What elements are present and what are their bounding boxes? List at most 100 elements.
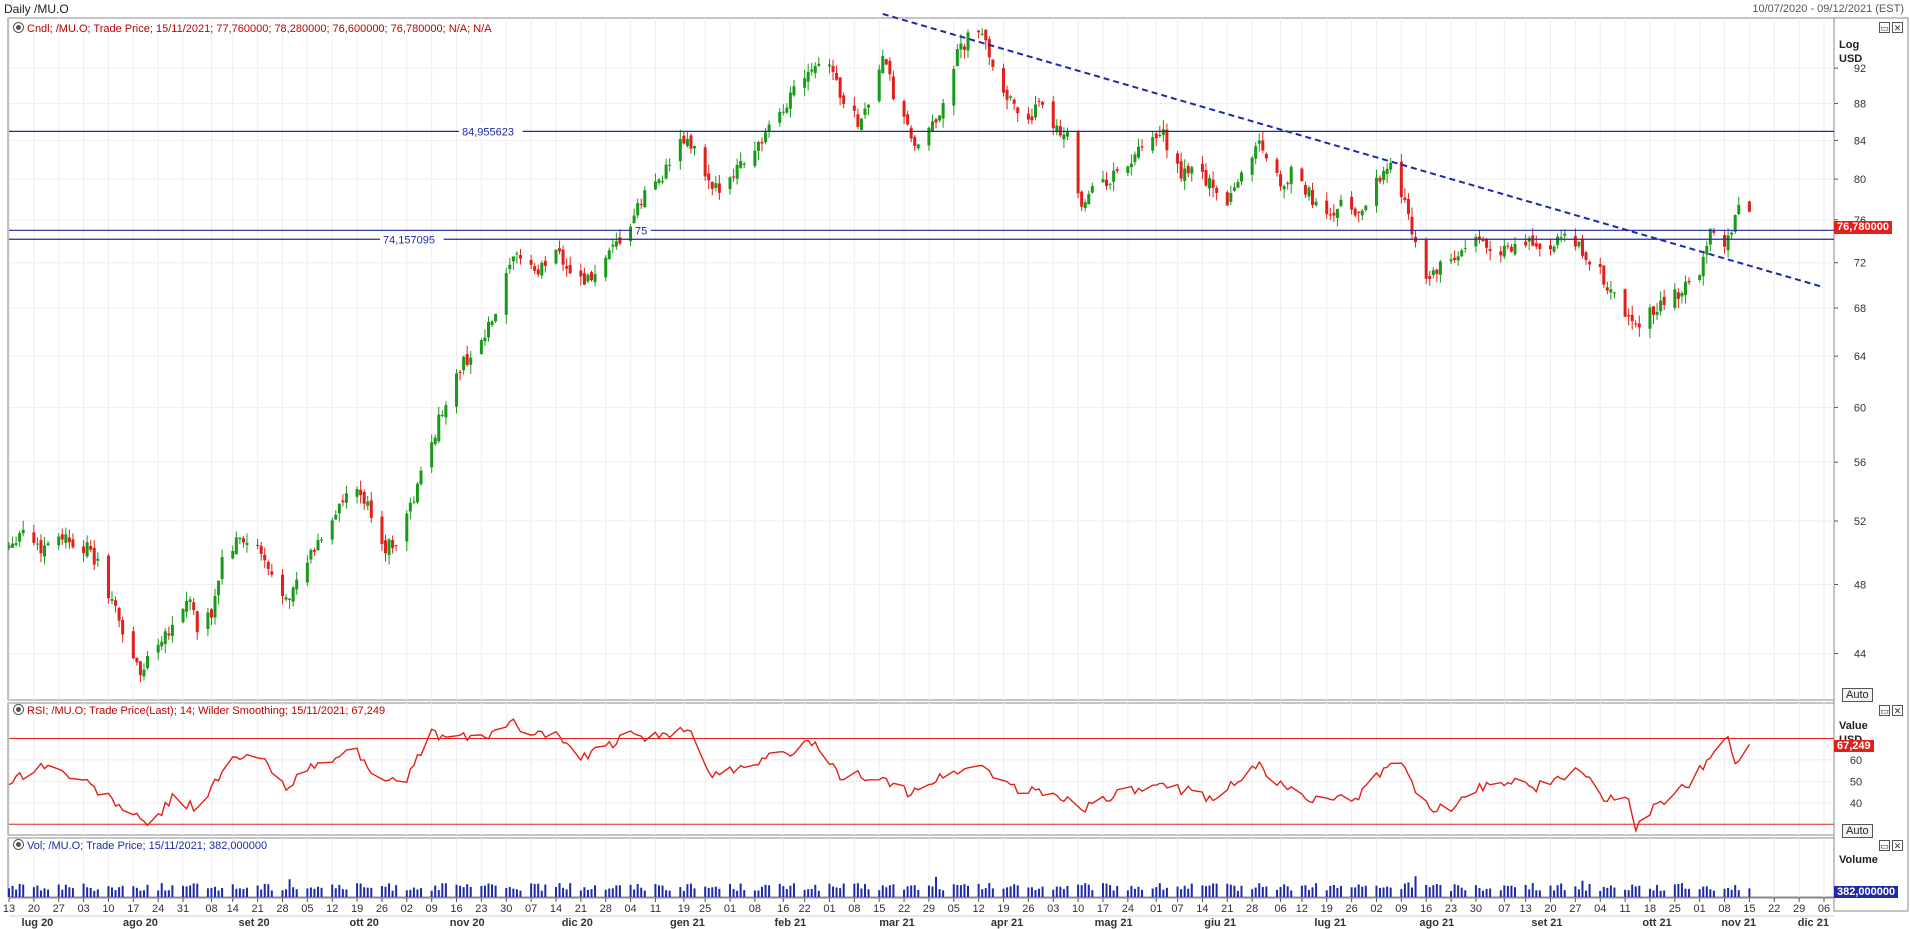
volume-bar — [984, 888, 987, 897]
candle-body — [1389, 162, 1393, 170]
candle-body — [1250, 157, 1254, 175]
volume-bar — [1201, 885, 1204, 897]
candle-body — [1115, 169, 1119, 171]
price-panel-label[interactable]: Cndl; /MU.O; Trade Price; 15/11/2021; 77… — [13, 22, 492, 35]
volume-bar — [462, 887, 465, 897]
candle-body — [1129, 163, 1133, 168]
candle-body — [369, 500, 373, 518]
candle-body — [415, 483, 419, 503]
candle-body — [607, 250, 611, 260]
volume-bar — [1727, 888, 1730, 897]
volume-bar — [68, 887, 71, 897]
restore-icon[interactable]: ▭ — [1879, 705, 1890, 716]
volume-bar — [604, 889, 607, 897]
candle-body — [884, 59, 888, 65]
restore-icon[interactable]: ▭ — [1879, 840, 1890, 851]
volume-bar — [189, 885, 192, 897]
volume-bar — [480, 885, 483, 897]
rsi-auto-button[interactable]: Auto — [1842, 824, 1873, 838]
pin-icon[interactable] — [13, 22, 24, 33]
volume-bar — [1041, 886, 1044, 897]
volume-bar — [1549, 885, 1552, 897]
candle-body — [1264, 153, 1268, 159]
volume-bar — [167, 890, 170, 897]
candle-body — [309, 550, 313, 560]
pin-icon[interactable] — [13, 839, 24, 850]
candle-body — [1410, 216, 1414, 235]
close-icon[interactable]: ✕ — [1892, 840, 1903, 851]
pin-icon[interactable] — [13, 704, 24, 715]
candle-body — [810, 69, 814, 72]
volume-bar — [1457, 885, 1460, 897]
candle-body — [803, 78, 807, 88]
volume-bar — [618, 885, 621, 897]
volume-bar — [828, 883, 831, 897]
restore-icon[interactable]: ▭ — [1879, 22, 1890, 33]
x-month-label: ago 20 — [123, 917, 158, 929]
x-day-label: 02 — [401, 903, 413, 915]
candle-body — [60, 534, 64, 540]
volume-bar — [689, 883, 692, 897]
candle-body — [1637, 323, 1641, 328]
volume-panel-label[interactable]: Vol; /MU.O; Trade Price; 15/11/2021; 382… — [13, 839, 267, 852]
volume-bar — [963, 884, 966, 897]
candle-body — [1680, 292, 1684, 297]
x-day-label: 03 — [1047, 903, 1059, 915]
candle-body — [1435, 269, 1439, 274]
volume-bar — [1712, 890, 1715, 897]
candle-body — [1254, 146, 1258, 159]
candle-body — [114, 600, 118, 606]
candle-body — [1215, 188, 1219, 194]
candle-body — [693, 146, 697, 149]
candle-body — [1232, 187, 1236, 191]
candle-body — [668, 164, 672, 166]
volume-bar — [1315, 883, 1318, 897]
close-icon[interactable]: ✕ — [1892, 705, 1903, 716]
rsi-panel-label[interactable]: RSI; /MU.O; Trade Price(Last); 14; Wilde… — [13, 704, 385, 717]
volume-bar — [270, 890, 273, 897]
candle-body — [1314, 201, 1318, 206]
volume-bar — [1585, 890, 1588, 897]
candle-body — [831, 65, 835, 72]
candle-body — [593, 274, 597, 283]
volume-bar — [1528, 889, 1531, 897]
volume-bar — [1204, 886, 1207, 897]
candle-body — [419, 470, 423, 485]
candle-body — [1204, 170, 1208, 186]
close-icon[interactable]: ✕ — [1892, 22, 1903, 33]
panel-frame — [7, 702, 1835, 836]
candle-body — [1513, 243, 1517, 255]
candle-body — [1424, 239, 1428, 279]
volume-bar — [1002, 888, 1005, 897]
volume-bar — [1311, 887, 1314, 897]
x-month-label: gen 21 — [670, 917, 705, 929]
candle-body — [1733, 215, 1737, 232]
volume-bar — [388, 883, 391, 897]
volume-bar — [1165, 887, 1168, 897]
volume-bar — [43, 888, 46, 897]
candle-body — [966, 32, 970, 51]
x-day-label: 08 — [848, 903, 860, 915]
candle-body — [1158, 135, 1162, 137]
volume-bar — [196, 883, 199, 897]
price-tick-label: 52 — [1854, 516, 1866, 528]
volume-bar — [1375, 885, 1378, 897]
volume-bar — [1450, 890, 1453, 897]
volume-bar — [1034, 889, 1037, 897]
candle-body — [661, 181, 665, 183]
candle-body — [7, 545, 11, 549]
candle-body — [380, 516, 384, 545]
candle-body — [266, 561, 270, 569]
candle-body — [284, 597, 288, 600]
volume-bar — [1606, 887, 1609, 897]
candle-body — [909, 127, 913, 139]
rsi-tick-label: 60 — [1850, 755, 1862, 767]
candle-body — [469, 357, 473, 365]
volume-bar — [608, 888, 611, 897]
candle-body — [558, 248, 562, 252]
candle-body — [1573, 236, 1577, 247]
price-auto-button[interactable]: Auto — [1842, 688, 1873, 702]
candle-body — [1609, 289, 1613, 293]
volume-bar — [93, 890, 96, 897]
